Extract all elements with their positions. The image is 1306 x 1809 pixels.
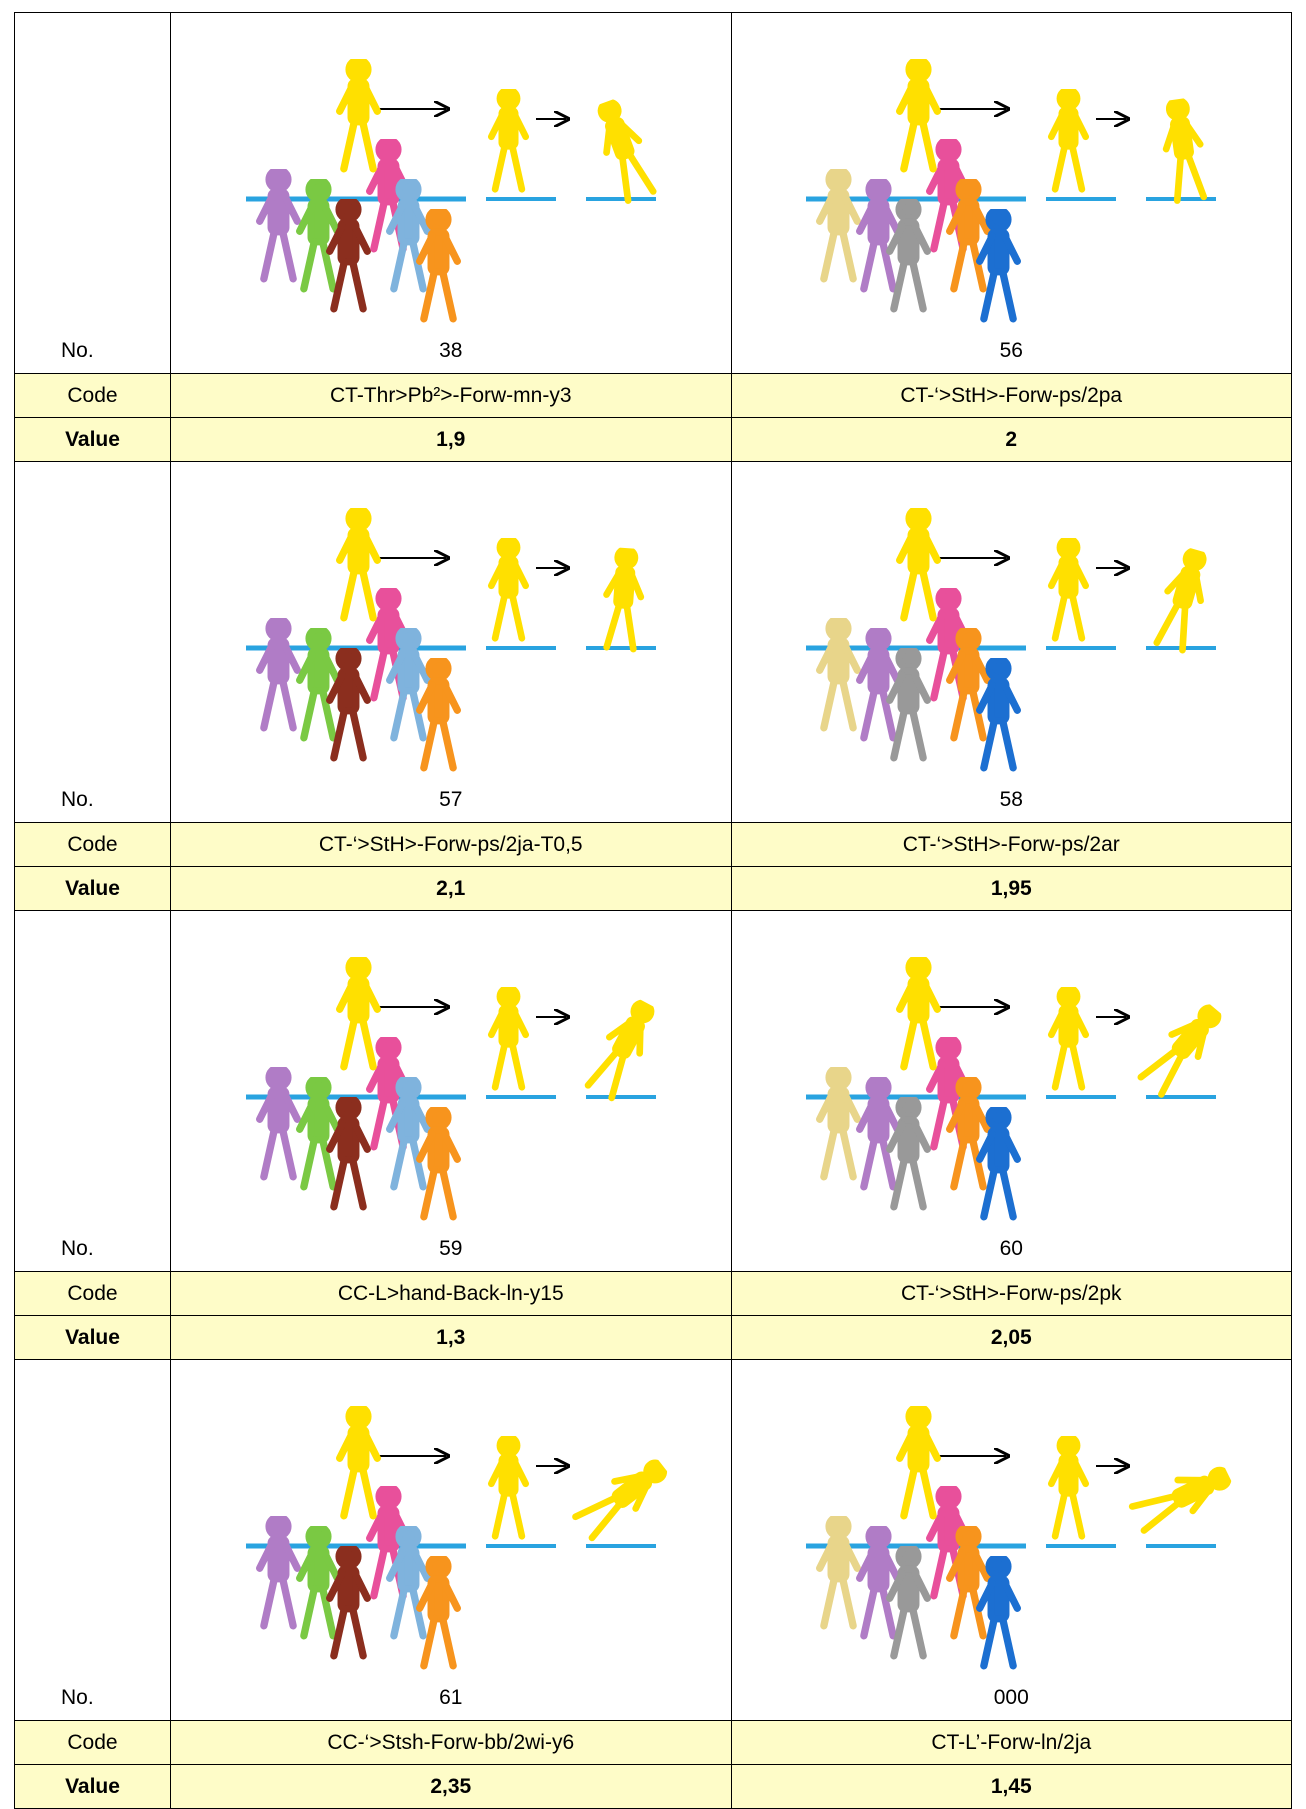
code-label: Code	[14, 1720, 171, 1765]
code-cell: CT-‘>StH>-Forw-ps/2pk	[730, 1271, 1292, 1316]
value-cell: 1,9	[170, 417, 732, 462]
code-cell: CT-‘>StH>-Forw-ps/2pa	[730, 373, 1292, 418]
illustration	[245, 498, 656, 788]
illustration	[806, 947, 1246, 1237]
code-label: Code	[14, 1271, 171, 1316]
code-label: Code	[14, 822, 171, 867]
no-label: No.	[14, 12, 171, 374]
value-cell: 2,05	[730, 1315, 1292, 1360]
element-number: 57	[439, 788, 463, 811]
no-label: No.	[14, 910, 171, 1272]
image-row: No. 38 56	[14, 12, 1292, 374]
element-number: 61	[439, 1686, 463, 1709]
element-number: 60	[999, 1237, 1023, 1260]
value-label: Value	[14, 1315, 171, 1360]
value-cell: 2	[730, 417, 1292, 462]
image-cell: 59	[170, 910, 732, 1272]
illustration	[245, 1396, 686, 1686]
table-body: No. 38 56 Code CT-Thr>Pb²>-Forw-mn-y3 CT-‘>St…	[14, 12, 1292, 1809]
code-row: Code CC-‘>Stsh-Forw-bb/2wi-y6 CT-L’-Forw-l…	[14, 1720, 1292, 1765]
code-cell: CT-L’-Forw-ln/2ja	[730, 1720, 1292, 1765]
image-cell: 57	[170, 461, 732, 823]
illustration	[245, 947, 686, 1237]
code-row: Code CT-Thr>Pb²>-Forw-mn-y3 CT-‘>StH>-Forw…	[14, 373, 1292, 418]
value-row: Value 1,9 2	[14, 417, 1292, 462]
image-cell: 56	[730, 12, 1292, 374]
image-cell: 38	[170, 12, 732, 374]
value-label: Value	[14, 1764, 171, 1809]
code-cell: CT-‘>StH>-Forw-ps/2ar	[730, 822, 1292, 867]
image-row: No. 61 000	[14, 1359, 1292, 1721]
code-cell: CC-L>hand-Back-ln-y15	[170, 1271, 732, 1316]
image-cell: 60	[730, 910, 1292, 1272]
image-cell: 58	[730, 461, 1292, 823]
value-cell: 2,35	[170, 1764, 732, 1809]
value-label: Value	[14, 866, 171, 911]
no-label: No.	[14, 1359, 171, 1721]
image-cell: 000	[730, 1359, 1292, 1721]
elements-table: No. 38 56 Code CT-Thr>Pb²>-Forw-mn-y3 CT-‘>St…	[14, 12, 1292, 1809]
value-row: Value 2,1 1,95	[14, 866, 1292, 911]
value-cell: 1,45	[730, 1764, 1292, 1809]
code-row: Code CC-L>hand-Back-ln-y15 CT-‘>StH>-Forw-…	[14, 1271, 1292, 1316]
element-number: 56	[999, 339, 1023, 362]
value-cell: 1,95	[730, 866, 1292, 911]
value-row: Value 1,3 2,05	[14, 1315, 1292, 1360]
code-row: Code CT-‘>StH>-Forw-ps/2ja-T0,5 CT-‘>StH>-…	[14, 822, 1292, 867]
no-label: No.	[14, 461, 171, 823]
element-number: 38	[439, 339, 463, 362]
element-number: 58	[999, 788, 1023, 811]
illustration	[245, 49, 686, 339]
value-row: Value 2,35 1,45	[14, 1764, 1292, 1809]
element-number: 59	[439, 1237, 463, 1260]
illustration	[806, 49, 1217, 339]
code-label: Code	[14, 373, 171, 418]
illustration	[806, 1396, 1246, 1686]
image-row: No. 57 58	[14, 461, 1292, 823]
code-cell: CT-‘>StH>-Forw-ps/2ja-T0,5	[170, 822, 732, 867]
value-cell: 2,1	[170, 866, 732, 911]
image-row: No. 59 60	[14, 910, 1292, 1272]
value-label: Value	[14, 417, 171, 462]
illustration	[806, 498, 1246, 788]
value-cell: 1,3	[170, 1315, 732, 1360]
code-cell: CC-‘>Stsh-Forw-bb/2wi-y6	[170, 1720, 732, 1765]
image-cell: 61	[170, 1359, 732, 1721]
element-number: 000	[993, 1686, 1029, 1709]
code-cell: CT-Thr>Pb²>-Forw-mn-y3	[170, 373, 732, 418]
